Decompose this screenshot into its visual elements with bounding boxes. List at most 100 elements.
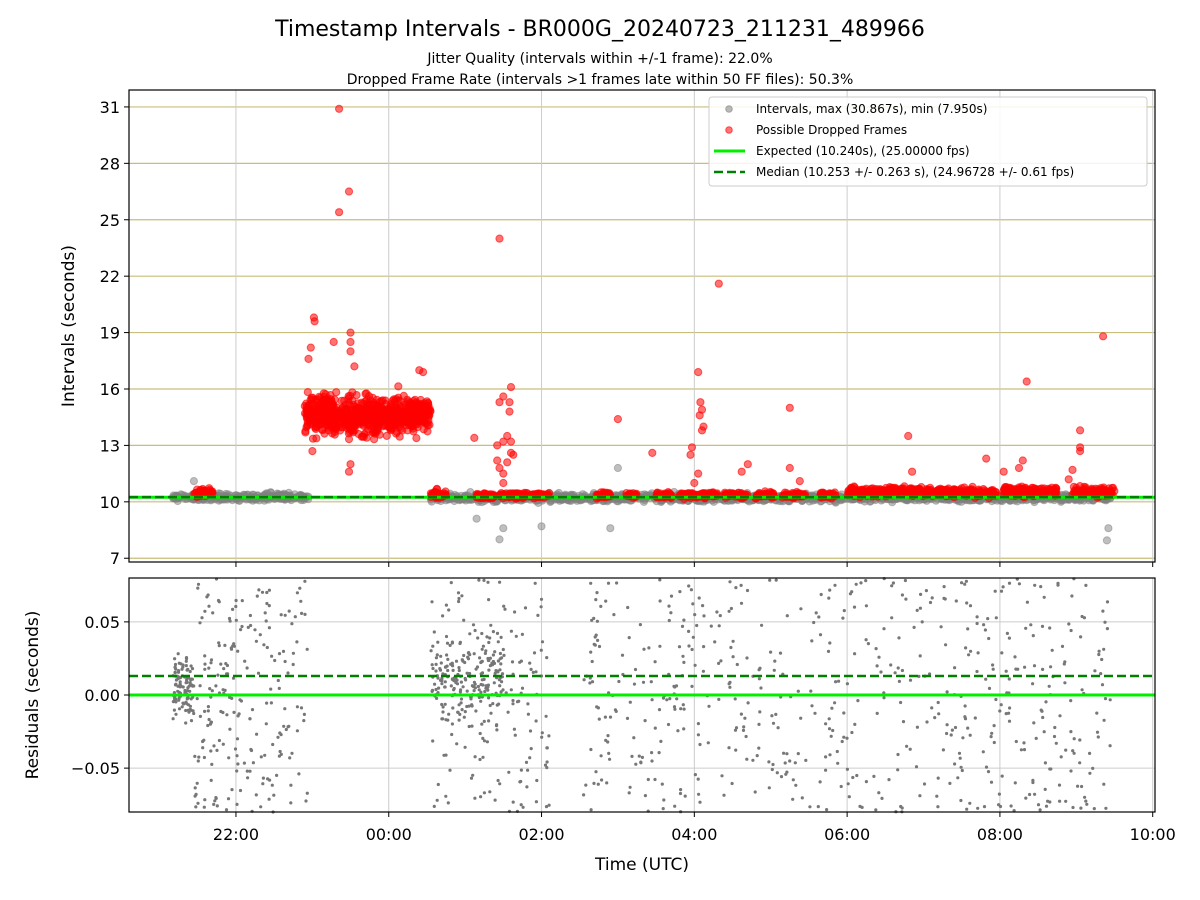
dropped-frame-point: [907, 487, 916, 496]
residual-point: [1058, 714, 1062, 718]
residual-point: [831, 728, 835, 733]
residual-point: [753, 790, 757, 794]
residual-point: [295, 705, 299, 709]
residual-point: [439, 654, 443, 658]
residual-point: [949, 733, 953, 737]
dropped-frame-point: [1018, 456, 1027, 465]
residual-point: [824, 768, 828, 772]
residual-point: [956, 776, 960, 780]
residual-point: [470, 704, 474, 708]
residual-point: [195, 697, 199, 701]
residual-point: [240, 624, 244, 629]
residual-point: [968, 604, 973, 608]
residual-point: [1024, 626, 1028, 630]
residual-point: [206, 723, 210, 728]
residual-point: [638, 623, 643, 627]
residual-point: [582, 678, 586, 682]
dropped-frame-point: [613, 415, 623, 424]
dropped-frame-point: [982, 454, 991, 463]
residual-point: [451, 668, 455, 673]
residual-point: [223, 643, 227, 648]
residual-point: [776, 726, 780, 730]
residual-point: [607, 751, 611, 756]
residual-point: [1029, 623, 1033, 627]
dropped-frame-point: [872, 485, 881, 494]
dropped-frame-point: [409, 427, 418, 436]
residual-point: [830, 706, 834, 710]
residual-point: [1048, 626, 1052, 630]
residuals-y-axis-label: Residuals (seconds): [23, 611, 43, 780]
residual-point: [202, 755, 206, 760]
residual-point: [1040, 624, 1045, 629]
residual-point: [193, 786, 197, 790]
residual-point: [1000, 651, 1004, 655]
residual-point: [253, 628, 257, 632]
residual-point: [479, 660, 483, 665]
residual-point: [827, 717, 831, 721]
residual-point: [771, 762, 775, 767]
residual-point: [835, 749, 839, 754]
residual-point: [695, 623, 699, 628]
residual-point: [597, 644, 602, 649]
residual-point: [283, 707, 287, 711]
residual-point: [641, 680, 646, 684]
residual-point: [188, 669, 192, 674]
residual-point: [485, 635, 489, 639]
residual-point: [507, 770, 511, 774]
residual-point: [264, 722, 268, 726]
residual-point: [528, 661, 532, 665]
residual-point: [450, 732, 454, 737]
residual-point: [195, 781, 199, 785]
residual-point: [269, 701, 273, 705]
residuals-y-ticks: −0.050.000.05: [71, 613, 129, 778]
dropped-frame-point: [321, 390, 330, 399]
residual-point: [457, 599, 461, 604]
residual-point: [267, 626, 271, 630]
residual-point: [532, 651, 537, 655]
residual-point: [1064, 748, 1068, 752]
residual-point: [994, 697, 998, 702]
residual-point: [491, 630, 495, 634]
residual-point: [300, 611, 304, 616]
residual-point: [1080, 784, 1084, 789]
dropped-frame-point: [336, 426, 345, 435]
residual-point: [840, 739, 844, 744]
residual-point: [851, 775, 855, 780]
residual-point: [1022, 748, 1027, 752]
residual-point: [760, 623, 764, 627]
dropped-frame-point: [381, 414, 390, 423]
residual-point: [216, 673, 220, 677]
residual-point: [845, 736, 849, 740]
residual-point: [696, 777, 700, 781]
residual-point: [667, 604, 671, 608]
dropped-frame-point: [394, 382, 403, 391]
residual-point: [999, 589, 1004, 593]
residual-point: [465, 689, 469, 693]
residual-point: [491, 702, 495, 706]
residual-point: [444, 794, 448, 798]
residual-point: [816, 805, 820, 809]
residual-point: [217, 641, 221, 645]
residual-point: [827, 596, 831, 600]
residual-point: [842, 711, 846, 715]
residual-point: [814, 611, 818, 615]
residual-point: [445, 641, 450, 645]
residual-point: [455, 742, 459, 746]
residual-point: [439, 661, 443, 665]
dropped-frame-point: [509, 450, 518, 459]
residual-point: [497, 702, 501, 706]
residual-point: [261, 782, 265, 786]
residual-point: [990, 731, 994, 735]
residual-point: [961, 736, 965, 740]
residual-point: [604, 738, 608, 743]
residual-point: [487, 668, 491, 672]
residual-point: [981, 750, 985, 754]
residual-point: [177, 698, 181, 702]
residual-point: [930, 596, 934, 600]
residual-point: [198, 621, 202, 625]
dropped-frame-point: [694, 469, 703, 478]
residual-point: [1000, 774, 1004, 778]
residual-point: [230, 788, 234, 792]
residual-point: [203, 662, 207, 666]
residual-point: [224, 808, 229, 812]
